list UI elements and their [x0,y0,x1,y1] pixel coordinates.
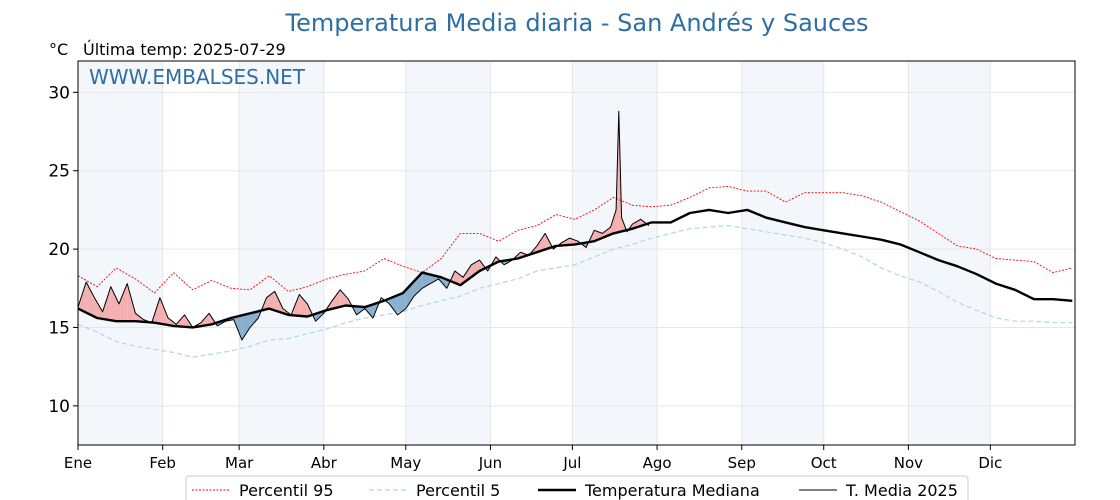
series-lines [77,110,1073,358]
y-tick-label: 10 [48,397,70,417]
series-line [77,225,1073,358]
x-tick-label: Feb [149,454,176,472]
legend-label: Temperatura Mediana [584,481,760,500]
watermark: WWW.EMBALSES.NET [89,65,306,89]
x-tick-label: Abr [311,454,338,472]
unit-label: °C [49,40,68,59]
cold-anomaly-fill [364,304,374,319]
last-temp-label: Última temp: 2025-07-29 [83,40,286,59]
x-tick-label: Ene [64,454,92,472]
warm-anomaly-fill [471,260,480,278]
x-tick-label: Oct [811,454,837,472]
y-axis: 10 15 20 25 30 [48,83,78,417]
legend-label: T. Media 2025 [845,481,958,500]
cold-anomaly-fill [389,295,398,315]
y-tick-label: 15 [48,318,70,338]
warm-anomaly-fill [274,291,283,314]
month-bands [78,61,991,445]
warm-anomaly-fill [127,283,136,322]
x-tick-label: May [390,454,421,472]
series-line [77,208,1073,329]
x-tick-label: Mar [225,454,254,472]
warm-anomaly-fill [102,286,111,321]
warm-anomaly-fill [159,297,169,325]
chart-title: Temperatura Media diaria - San Andrés y … [285,9,869,37]
series-line [77,185,1073,294]
month-band [572,61,658,445]
warm-anomaly-fill [332,289,341,309]
x-tick-label: Ago [643,454,672,472]
legend-label: Percentil 5 [416,481,500,500]
warm-anomaly-fill [118,283,128,322]
warm-anomaly-fill [200,313,210,327]
warm-anomaly-fill [110,286,119,322]
month-band [405,61,491,445]
warm-anomaly-fill [454,271,464,284]
cold-anomaly-fill [250,311,259,328]
warm-anomaly-fill [340,289,349,307]
warm-anomaly-fill [86,281,95,317]
month-band [78,61,163,445]
x-tick-label: Jul [562,454,581,472]
x-tick-label: Sep [728,454,756,472]
plot-frame [77,60,1076,446]
warm-anomaly-fill [299,294,308,317]
legend-label: Percentil 95 [239,481,334,500]
y-tick-label: 20 [48,240,70,260]
month-band [741,61,824,445]
y-tick-label: 25 [48,162,70,182]
warm-anomaly-fill [94,297,103,319]
warm-anomaly-fill [610,209,617,235]
y-tick-label: 30 [48,83,70,103]
x-tick-label: Nov [894,454,923,472]
x-axis: Ene Feb Mar Abr May Jun Jul Ago Sep Oct Nov Dic [64,445,1002,472]
month-band [239,61,324,445]
cold-anomaly-fill [397,290,406,315]
x-tick-label: Dic [978,454,1002,472]
legend: Percentil 95 Percentil 5 Temperatura Media… [185,475,969,500]
warm-anomaly-fill [561,238,570,246]
x-tick-label: Jun [478,454,502,472]
cold-anomaly-fill [241,313,251,340]
series-line [77,110,650,341]
grid-lines [77,61,1075,445]
legend-box [185,475,969,500]
warm-anomaly-fill [536,233,546,253]
